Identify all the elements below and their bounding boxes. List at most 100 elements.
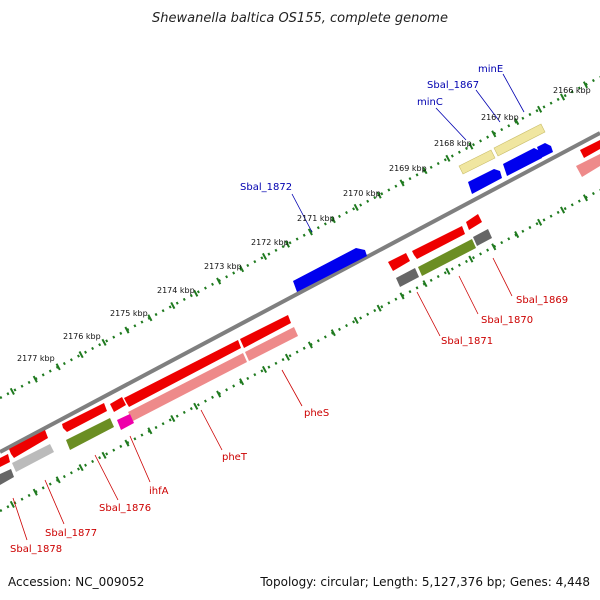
tick-labels: 2166 kbp 2167 kbp 2168 kbp 2169 kbp 2170… [17,86,591,363]
inner-tick-2 [55,476,61,484]
cog-box-mine[interactable] [493,123,546,157]
cds-track-plus [293,143,553,292]
tick-label-2176: 2176 kbp [63,332,101,341]
cds-sbal-1871-a[interactable] [388,253,410,271]
outer-tick-14 [330,216,336,224]
cog-box-sbal-1870[interactable] [418,239,476,276]
cds-sbal-1869-a[interactable] [466,214,482,230]
topology-text: Topology: circular; Length: 5,127,376 bp… [259,575,590,589]
cog-box-minc[interactable] [458,149,496,175]
outer-tick-0 [9,387,15,395]
tick-label-2168: 2168 kbp [434,139,472,148]
cog-box-sbal-1878[interactable] [0,469,14,485]
accession-text: Accession: NC_009052 [8,575,144,589]
outer-tick-1 [32,375,38,383]
gene-label-mine[interactable]: minE [478,64,503,75]
gene-label-sbal-1867[interactable]: Sbal_1867 [427,80,479,91]
tick-label-2175: 2175 kbp [110,309,148,318]
outer-tick-11 [261,252,268,261]
outer-tick-21 [491,130,497,138]
gene-label-sbal-1872[interactable]: Sbal_1872 [240,182,292,193]
cds-minc[interactable] [468,169,502,194]
inner-tick-15 [353,316,359,324]
cds-sbal-1870-a[interactable] [412,226,465,259]
outer-tick-18 [422,167,428,175]
cog-track-plus [458,123,546,175]
outer-major-ticks [9,81,589,395]
cog-box-sbal-1871[interactable] [396,268,419,287]
gene-label-sbal-1869[interactable]: Sbal_1869 [516,295,568,306]
inner-tick-6 [147,427,153,435]
cds-track-inner-minus [12,154,600,472]
genome-backbone [0,131,600,454]
outer-tick-23 [537,105,543,113]
outer-tick-17 [399,179,405,187]
cds-pale-edge[interactable] [576,154,600,177]
inner-tick-5 [124,439,130,447]
outer-tick-7 [170,301,176,310]
inner-tick-9 [216,390,222,398]
tick-label-2174: 2174 kbp [157,286,195,295]
cds-sbal-1872[interactable] [293,248,367,292]
gene-labels: minE Sbal_1867 minC Sbal_1872 Sbal_1869 … [10,64,568,555]
outer-tick-8 [193,289,199,297]
cog-track-minus [0,229,492,485]
gene-label-sbal-1876[interactable]: Sbal_1876 [99,503,151,514]
cds-sbal-1876-a[interactable] [62,403,107,432]
inner-major-ticks [9,194,589,508]
cds-sbal-1867[interactable] [503,148,542,176]
gene-label-sbal-1877[interactable]: Sbal_1877 [45,528,97,539]
inner-tick-11 [261,365,268,374]
gene-label-sbal-1878[interactable]: Sbal_1878 [10,544,62,555]
outer-tick-25 [582,81,589,89]
gene-label-ihfa[interactable]: ihfA [149,486,169,497]
inner-tick-8 [193,402,199,410]
tick-label-2173: 2173 kbp [204,262,242,271]
cds-ihfa-a[interactable] [110,397,126,412]
outer-tick-16 [376,191,382,199]
cds-mine[interactable] [537,143,553,158]
cog-box-sbal-1869[interactable] [473,229,492,246]
cog-box-ihfa[interactable] [117,414,134,430]
outer-tick-24 [560,93,566,101]
inner-tick-10 [239,378,245,386]
gene-label-sbal-1871[interactable]: Sbal_1871 [441,336,493,347]
gene-label-minc[interactable]: minC [417,97,443,108]
outer-tick-9 [216,277,222,285]
inner-tick-17 [399,292,405,300]
tick-label-2170: 2170 kbp [343,189,381,198]
inner-tick-16 [376,304,382,312]
gene-label-sbal-1870[interactable]: Sbal_1870 [481,315,533,326]
inner-ruler [0,188,600,513]
inner-tick-1 [32,488,38,496]
inner-tick-20 [468,255,474,263]
outer-tick-20 [468,142,474,150]
cog-box-sbal-1876[interactable] [66,418,114,450]
inner-tick-25 [582,194,589,202]
gene-label-phet[interactable]: pheT [222,452,248,463]
outer-tick-3 [78,351,84,359]
cds-phes-a[interactable] [240,315,291,348]
gene-label-phes[interactable]: pheS [304,408,329,419]
cds-phet-a[interactable] [124,340,241,407]
inner-tick-13 [307,341,313,349]
tick-label-2166: 2166 kbp [553,86,591,95]
cds-pale-phes[interactable] [245,327,298,361]
inner-tick-23 [537,218,543,226]
outer-tick-10 [239,265,245,273]
inner-tick-12 [284,353,290,361]
inner-tick-21 [491,243,497,251]
leader-lines [12,73,525,541]
outer-tick-15 [353,203,359,211]
cds-pale-sbal-1877[interactable] [12,444,54,472]
cds-sbal-1878-a[interactable] [0,454,10,467]
tick-label-2177: 2177 kbp [17,354,55,363]
inner-tick-19 [445,267,451,275]
cds-edge-a[interactable] [580,140,600,158]
cds-pale-phet[interactable] [128,353,247,421]
tick-label-2169: 2169 kbp [389,164,427,173]
cds-sbal-1877-a[interactable] [9,430,48,458]
cds-track-outer-minus [0,140,600,467]
outer-tick-19 [445,154,451,162]
